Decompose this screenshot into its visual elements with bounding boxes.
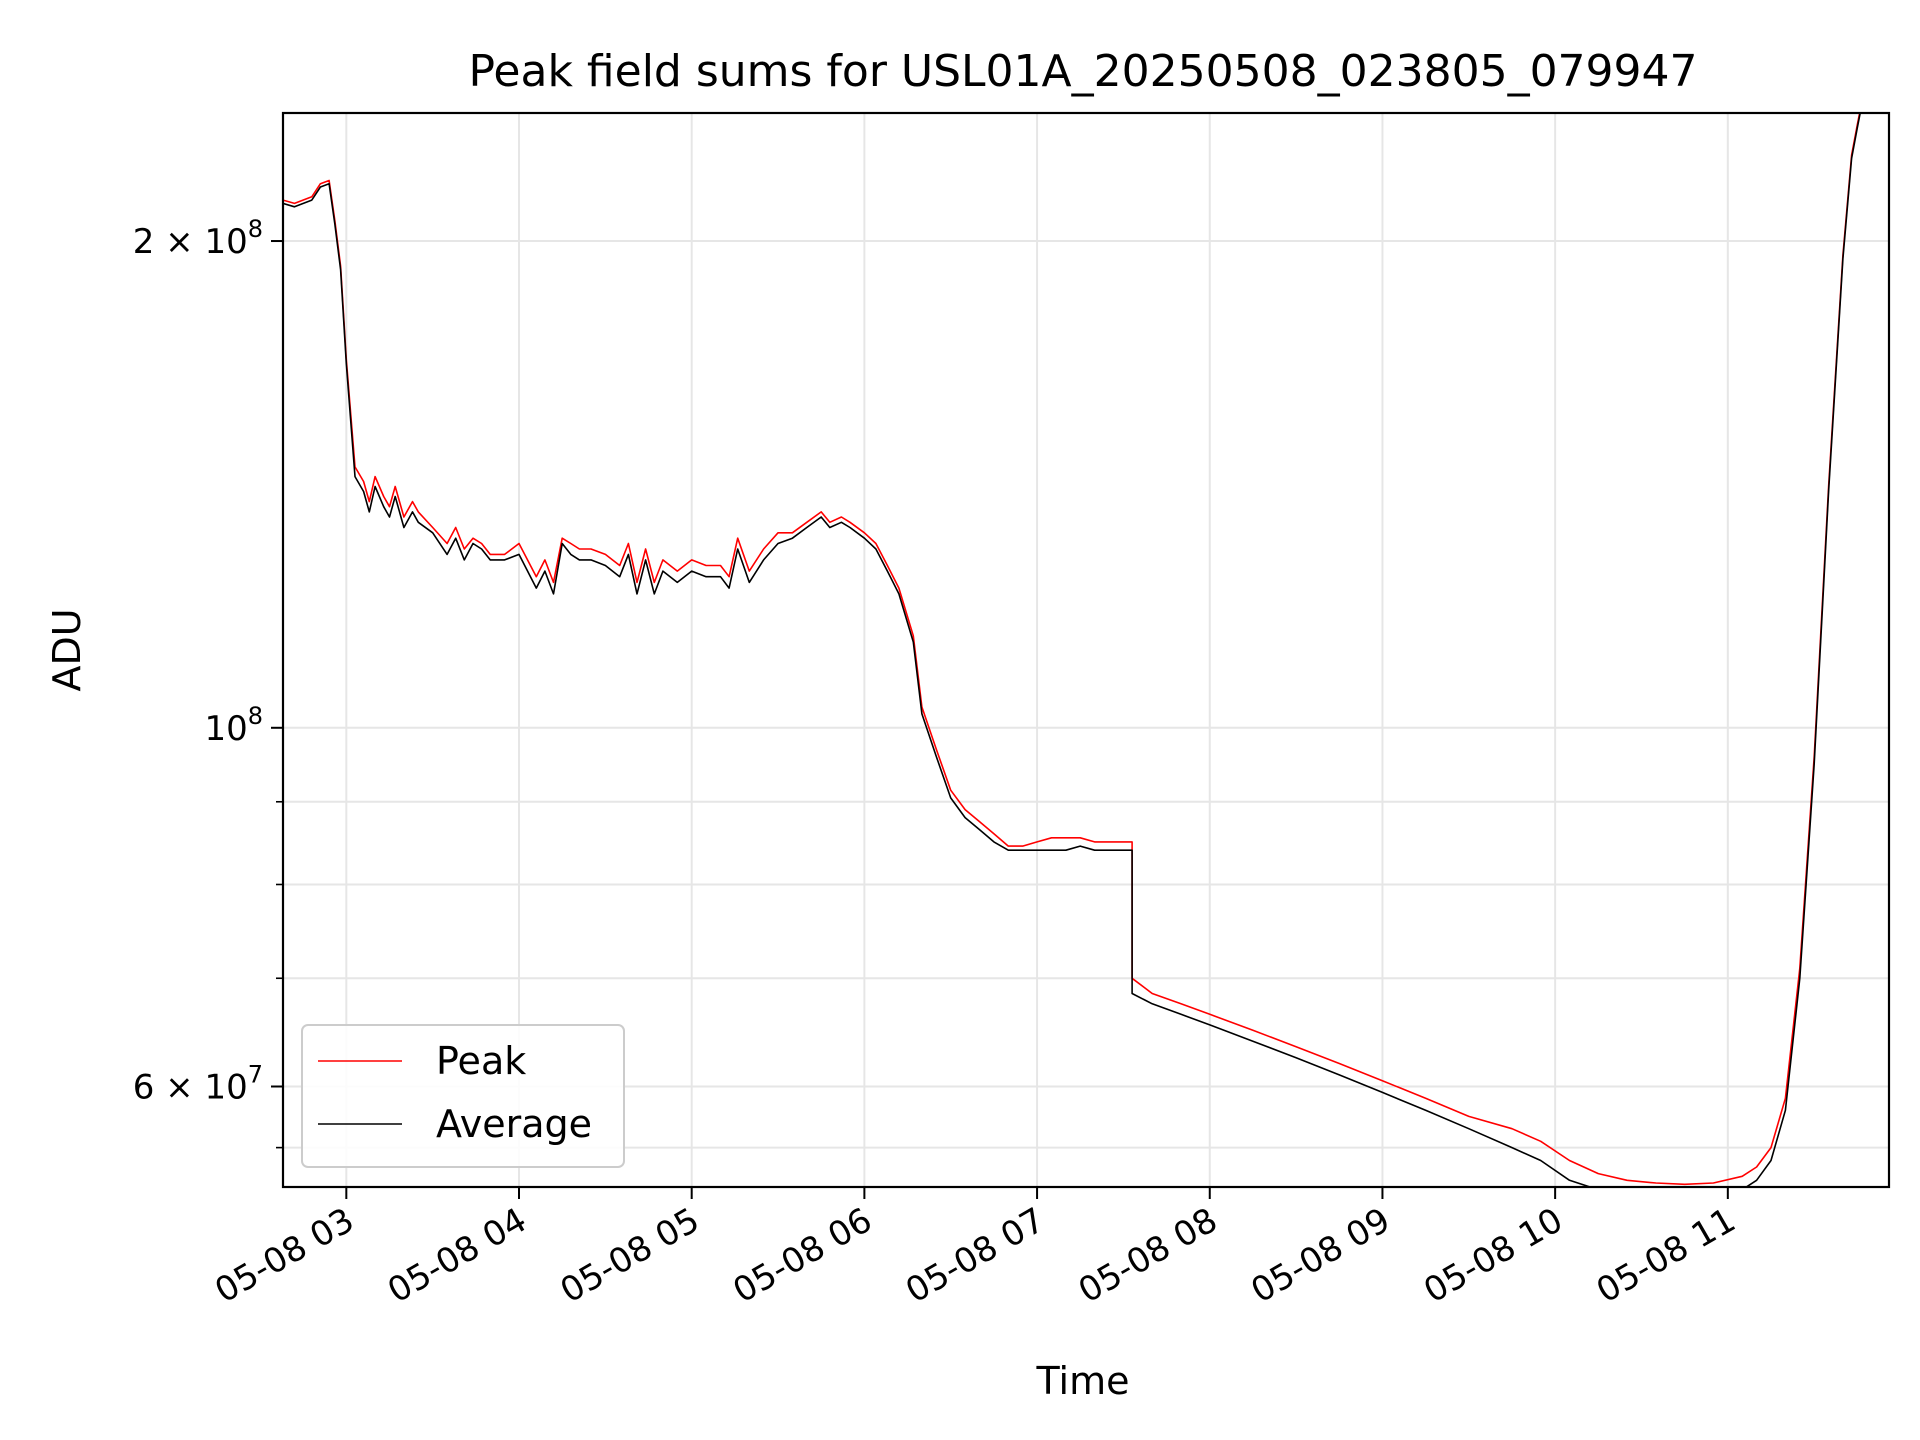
- y-axis-label: ADU: [45, 608, 89, 691]
- x-tick-label: 05-08 11: [1590, 1200, 1742, 1311]
- x-tick-label: 05-08 07: [899, 1200, 1051, 1311]
- series-line-average: [283, 113, 1861, 1187]
- plot-frame: [281, 111, 1891, 1189]
- x-tick-label: 05-08 06: [726, 1200, 878, 1311]
- y-axis: 2 × 108 108 6 × 107: [133, 215, 283, 1149]
- legend-label-peak: Peak: [436, 1039, 526, 1083]
- y-tick-label: 6 × 107: [133, 1061, 263, 1108]
- legend-label-average: Average: [436, 1102, 592, 1146]
- x-axis: 05-08 03 05-08 04 05-08 05 05-08 06 05-08 07…: [208, 1187, 1742, 1311]
- x-tick-label: 05-08 05: [554, 1200, 706, 1311]
- chart-title: Peak field sums for USL01A_20250508_0238…: [468, 46, 1697, 97]
- series-group: [283, 113, 1861, 1187]
- x-tick-label: 05-08 03: [208, 1200, 360, 1311]
- series-line-peak: [283, 113, 1861, 1186]
- y-tick-label: 2 × 108: [133, 215, 263, 262]
- x-tick-label: 05-08 04: [381, 1200, 533, 1311]
- x-axis-label: Time: [1036, 1359, 1130, 1403]
- x-tick-label: 05-08 10: [1417, 1200, 1569, 1311]
- x-tick-label: 05-08 09: [1245, 1200, 1397, 1311]
- legend: Peak Average: [301, 1024, 625, 1168]
- x-tick-label: 05-08 08: [1072, 1200, 1224, 1311]
- y-tick-label: 108: [204, 702, 263, 749]
